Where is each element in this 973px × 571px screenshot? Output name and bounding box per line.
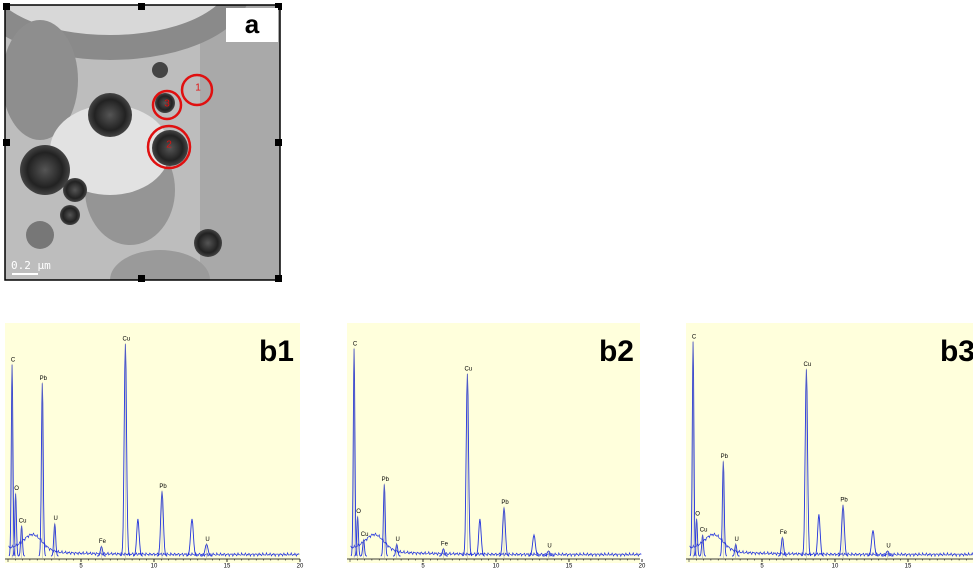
peak-label: U bbox=[54, 516, 58, 522]
region-label: 2 bbox=[166, 140, 172, 151]
peak-label: O bbox=[695, 511, 700, 517]
peak bbox=[186, 518, 198, 557]
peak bbox=[475, 518, 485, 557]
peak-label: Cu bbox=[804, 362, 812, 368]
x-tick-label: 15 bbox=[566, 564, 573, 570]
x-tick-label: 5 bbox=[79, 564, 83, 570]
tem-image bbox=[5, 5, 280, 280]
x-tick-label: 5 bbox=[760, 564, 764, 570]
peak bbox=[867, 530, 879, 557]
panel-label: b1 bbox=[259, 335, 294, 368]
spectrum-panel bbox=[347, 323, 640, 563]
scale-bar-label: 0.2 μm bbox=[11, 259, 51, 272]
peak-label: C bbox=[353, 341, 358, 347]
spectrum-panel bbox=[686, 323, 973, 563]
x-tick-label: 20 bbox=[639, 564, 646, 570]
panel-label: b3 bbox=[940, 335, 973, 368]
x-tick-label: 10 bbox=[151, 564, 158, 570]
peak-label: Fe bbox=[780, 530, 788, 536]
peak-label: Pb bbox=[721, 454, 729, 460]
peak-label: U bbox=[396, 537, 400, 543]
peak-label: Fe bbox=[441, 541, 449, 547]
x-tick-label: 10 bbox=[832, 564, 839, 570]
x-tick-label: 15 bbox=[905, 564, 912, 570]
peak-label: Pb bbox=[382, 477, 390, 483]
continuum bbox=[689, 532, 973, 558]
peak-label: Cu bbox=[123, 337, 131, 343]
peak-label: U bbox=[886, 544, 890, 550]
panel-label: b2 bbox=[599, 335, 634, 368]
panel-label: a bbox=[245, 9, 260, 39]
region-label: 3 bbox=[164, 99, 170, 110]
continuum bbox=[350, 532, 642, 558]
peak bbox=[814, 514, 824, 557]
label-box bbox=[226, 8, 278, 42]
peak-label: Cu bbox=[19, 518, 27, 524]
x-tick-label: 15 bbox=[224, 564, 231, 570]
peak bbox=[133, 518, 143, 557]
peak-label: U bbox=[547, 544, 551, 550]
peak-label: Cu bbox=[700, 528, 708, 534]
x-tick-label: 5 bbox=[421, 564, 425, 570]
peak-label: O bbox=[14, 486, 19, 492]
peak-label: O bbox=[356, 509, 361, 515]
x-tick-label: 20 bbox=[297, 564, 304, 570]
region-label: 1 bbox=[195, 83, 201, 94]
peak-label: Pb bbox=[40, 376, 48, 382]
peak-label: Fe bbox=[99, 539, 107, 545]
peak-label: C bbox=[692, 334, 697, 340]
region-circles bbox=[146, 73, 214, 170]
peak-label: Pb bbox=[840, 498, 848, 504]
peak bbox=[528, 533, 540, 557]
frame-markers bbox=[3, 3, 282, 282]
peak-label: U bbox=[205, 537, 209, 543]
spectrum-panel bbox=[5, 323, 300, 563]
peak-label: Cu bbox=[361, 532, 369, 538]
peak-label: C bbox=[11, 357, 16, 363]
peak-label: Pb bbox=[501, 500, 509, 506]
peak-label: U bbox=[735, 537, 739, 543]
peak-label: Pb bbox=[159, 484, 167, 490]
x-tick-label: 10 bbox=[493, 564, 500, 570]
peak-label: Cu bbox=[465, 367, 473, 373]
